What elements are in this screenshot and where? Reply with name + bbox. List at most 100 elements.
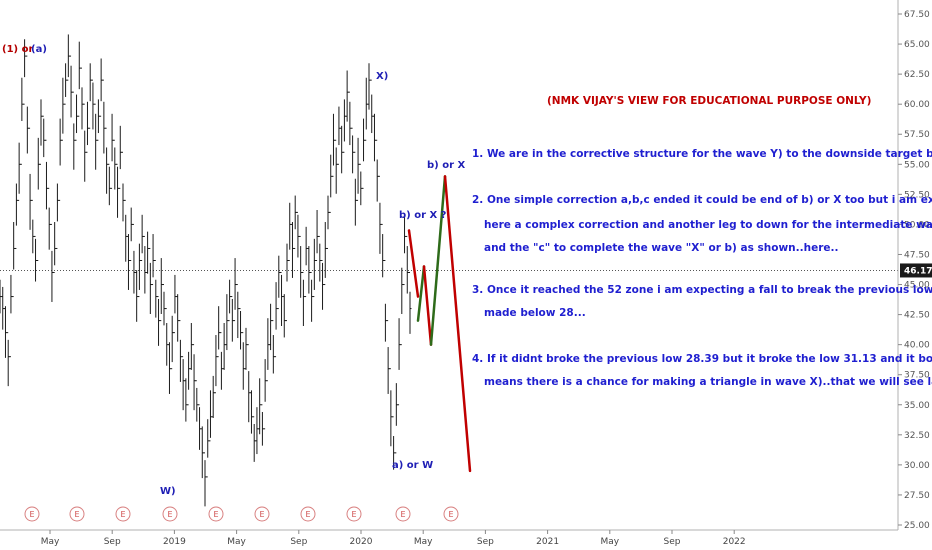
- y-tick-label: 30.00: [904, 461, 930, 471]
- price-bar: [14, 183, 18, 249]
- price-bar: [187, 351, 191, 406]
- price-bar: [290, 222, 294, 278]
- price-bar: [400, 267, 404, 346]
- y-tick-label: 65.00: [904, 40, 930, 50]
- wave-label-1a-part1: (1) or: [2, 44, 33, 55]
- price-bar: [383, 259, 387, 342]
- price-bar: [403, 214, 407, 286]
- x-tick-label: 2021: [536, 537, 559, 547]
- price-bar: [312, 238, 316, 298]
- price-bar: [241, 332, 245, 390]
- price-bar: [203, 452, 207, 507]
- price-bar: [85, 101, 89, 153]
- price-bar: [367, 63, 371, 110]
- price-bar: [154, 259, 158, 318]
- price-bar: [321, 259, 325, 310]
- price-bar: [351, 127, 355, 174]
- svg-text:E: E: [448, 510, 453, 519]
- price-bar: [176, 294, 180, 342]
- price-bar: [47, 187, 51, 250]
- projection-segment: [416, 265, 426, 322]
- note-1: 1. We are in the corrective structure fo…: [472, 148, 932, 160]
- price-bar: [77, 41, 81, 117]
- x-tick-label: Sep: [477, 537, 494, 547]
- earnings-marker[interactable]: E: [346, 506, 362, 522]
- y-tick-label: 32.50: [904, 431, 930, 441]
- price-bar: [233, 258, 237, 322]
- price-bar: [271, 320, 275, 374]
- price-bar: [301, 272, 305, 327]
- disclaimer-text: (NMK VIJAY'S VIEW FOR EDUCATIONAL PURPOS…: [547, 95, 871, 107]
- price-bar: [304, 226, 308, 298]
- x-tick-label: Sep: [104, 537, 121, 547]
- price-bar: [353, 151, 357, 226]
- price-bar: [348, 91, 352, 146]
- earnings-marker[interactable]: E: [115, 506, 131, 522]
- svg-text:E: E: [259, 510, 264, 519]
- price-bar: [75, 94, 79, 141]
- earnings-marker[interactable]: E: [254, 506, 270, 522]
- price-bar: [277, 255, 281, 310]
- svg-text:E: E: [120, 510, 125, 519]
- y-tick-label: 45.00: [904, 281, 930, 291]
- price-bar: [214, 335, 218, 394]
- wave-label-w: W): [160, 486, 176, 497]
- price-bar: [334, 139, 338, 194]
- price-bar: [126, 234, 130, 290]
- price-bar: [91, 79, 95, 130]
- y-tick-label: 47.50: [904, 250, 930, 260]
- price-bar: [263, 359, 267, 430]
- earnings-marker[interactable]: E: [443, 506, 459, 522]
- earnings-marker[interactable]: E: [395, 506, 411, 522]
- price-bar: [178, 320, 182, 382]
- price-bar: [124, 199, 128, 262]
- price-bar: [36, 137, 40, 261]
- wave-label-b-or-x-question: b) or X ?: [399, 210, 447, 221]
- price-bar: [310, 272, 314, 322]
- svg-text:E: E: [351, 510, 356, 519]
- last-price-tag: 46.17: [900, 263, 932, 278]
- price-bar: [255, 407, 259, 455]
- y-tick-label: 25.00: [904, 521, 930, 531]
- earnings-marker[interactable]: E: [162, 506, 178, 522]
- price-bar: [28, 127, 32, 230]
- y-tick-label: 60.00: [904, 100, 930, 110]
- price-bar: [151, 234, 155, 286]
- note-3-line-1: 3. Once it reached the 52 zone i am expe…: [472, 284, 932, 296]
- price-bar: [72, 91, 76, 170]
- svg-text:E: E: [213, 510, 218, 519]
- plot-area: [0, 34, 898, 507]
- price-bar: [3, 306, 7, 358]
- price-bar: [135, 270, 139, 322]
- price-bar: [39, 99, 43, 165]
- price-bar: [342, 99, 346, 153]
- price-bar: [105, 127, 109, 194]
- last-price-value: 46.17: [904, 266, 932, 276]
- price-bar: [107, 163, 111, 206]
- projection-segment: [407, 229, 420, 298]
- price-bar: [239, 308, 243, 350]
- x-tick-label: May: [41, 537, 60, 547]
- x-tick-label: 2019: [163, 537, 186, 547]
- wave-label-b-or-x: b) or X: [427, 160, 465, 171]
- price-bar: [269, 303, 273, 351]
- price-bar: [42, 115, 46, 158]
- earnings-marker[interactable]: E: [208, 506, 224, 522]
- price-bar: [288, 202, 292, 261]
- price-bar: [266, 318, 270, 382]
- earnings-marker[interactable]: E: [300, 506, 316, 522]
- price-bar: [53, 222, 57, 274]
- price-bar: [318, 235, 322, 282]
- price-bar: [17, 142, 21, 201]
- price-bar: [170, 315, 174, 370]
- earnings-marker[interactable]: E: [24, 506, 40, 522]
- projection-segment: [429, 175, 447, 346]
- price-bar: [293, 195, 297, 249]
- price-bar: [116, 163, 120, 218]
- price-bar: [296, 211, 300, 258]
- earnings-marker[interactable]: E: [69, 506, 85, 522]
- price-bar: [208, 390, 212, 442]
- price-bar: [118, 125, 122, 189]
- x-tick-label: Sep: [664, 537, 681, 547]
